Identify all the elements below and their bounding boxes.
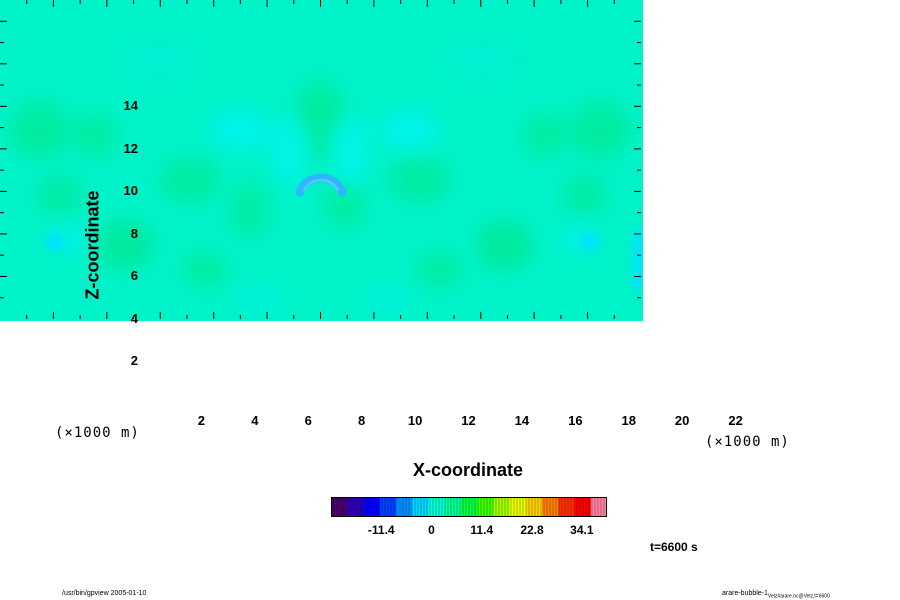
x-tick-label: 10 <box>407 413 423 428</box>
y-tick-label: 4 <box>130 310 138 326</box>
colorbar-border <box>331 497 607 517</box>
colorbar-segment <box>428 497 446 517</box>
colorbar-segment <box>395 497 413 517</box>
colorbar-segment <box>331 497 348 517</box>
x-tick-label: 18 <box>621 413 636 428</box>
y-tick-label: 12 <box>123 140 138 156</box>
x-tick-label: 20 <box>674 413 690 428</box>
x-axis-title: X-coordinate <box>412 460 523 480</box>
x-tick-label: 4 <box>251 413 259 428</box>
colorbar-tick-label: 0 <box>428 523 435 537</box>
colorbar-segment <box>477 497 494 517</box>
footer-command: /usr/bin/gpview 2005-01-10 <box>62 590 147 597</box>
colorbar-segment <box>444 497 462 517</box>
x-tick-label: 6 <box>304 413 312 428</box>
colorbar <box>331 497 607 517</box>
colorbar-segment <box>558 497 576 517</box>
colorbar-segment <box>493 497 511 517</box>
colorbar-segment <box>525 497 543 517</box>
colorbar-segment <box>347 497 364 517</box>
y-axis-scale-label: (×1000 m) <box>55 425 140 441</box>
x-axis-scale-label: (×1000 m) <box>705 434 790 450</box>
heatmap-plot-area <box>0 0 643 321</box>
y-tick-label: 2 <box>130 353 138 369</box>
colorbar-segment <box>460 497 478 517</box>
x-tick-label: 12 <box>461 413 476 428</box>
y-tick-label: 10 <box>123 183 138 199</box>
colorbar-segment <box>509 497 527 517</box>
colorbar-segment <box>363 497 381 517</box>
colorbar-segment <box>379 497 397 517</box>
time-label: t=6600 s <box>650 540 698 554</box>
x-tick-label: 14 <box>514 413 530 428</box>
x-tick-label: 8 <box>358 413 366 428</box>
velocity-field <box>0 0 643 321</box>
colorbar-tick-label: -11.4 <box>367 523 395 537</box>
colorbar-tick-label: 22.8 <box>520 523 544 537</box>
colorbar-segment <box>574 497 592 517</box>
colorbar-segment <box>590 497 607 517</box>
x-tick-label: 16 <box>568 413 583 428</box>
y-tick-label: 8 <box>130 225 138 241</box>
colorbar-segment <box>412 497 429 517</box>
colorbar-tick-label: 34.1 <box>570 523 594 537</box>
x-tick-label: 22 <box>728 413 743 428</box>
y-tick-label: 6 <box>130 268 138 284</box>
x-tick-label: 2 <box>197 413 206 428</box>
y-tick-label: 14 <box>123 98 138 114</box>
colorbar-segment <box>542 497 559 517</box>
bubble-downdraft <box>295 173 347 197</box>
colorbar-tick-label: 11.4 <box>470 523 494 537</box>
footer-source: arare-bubble-1Velz#arare.nc@Velz,t=6600 <box>722 590 830 600</box>
